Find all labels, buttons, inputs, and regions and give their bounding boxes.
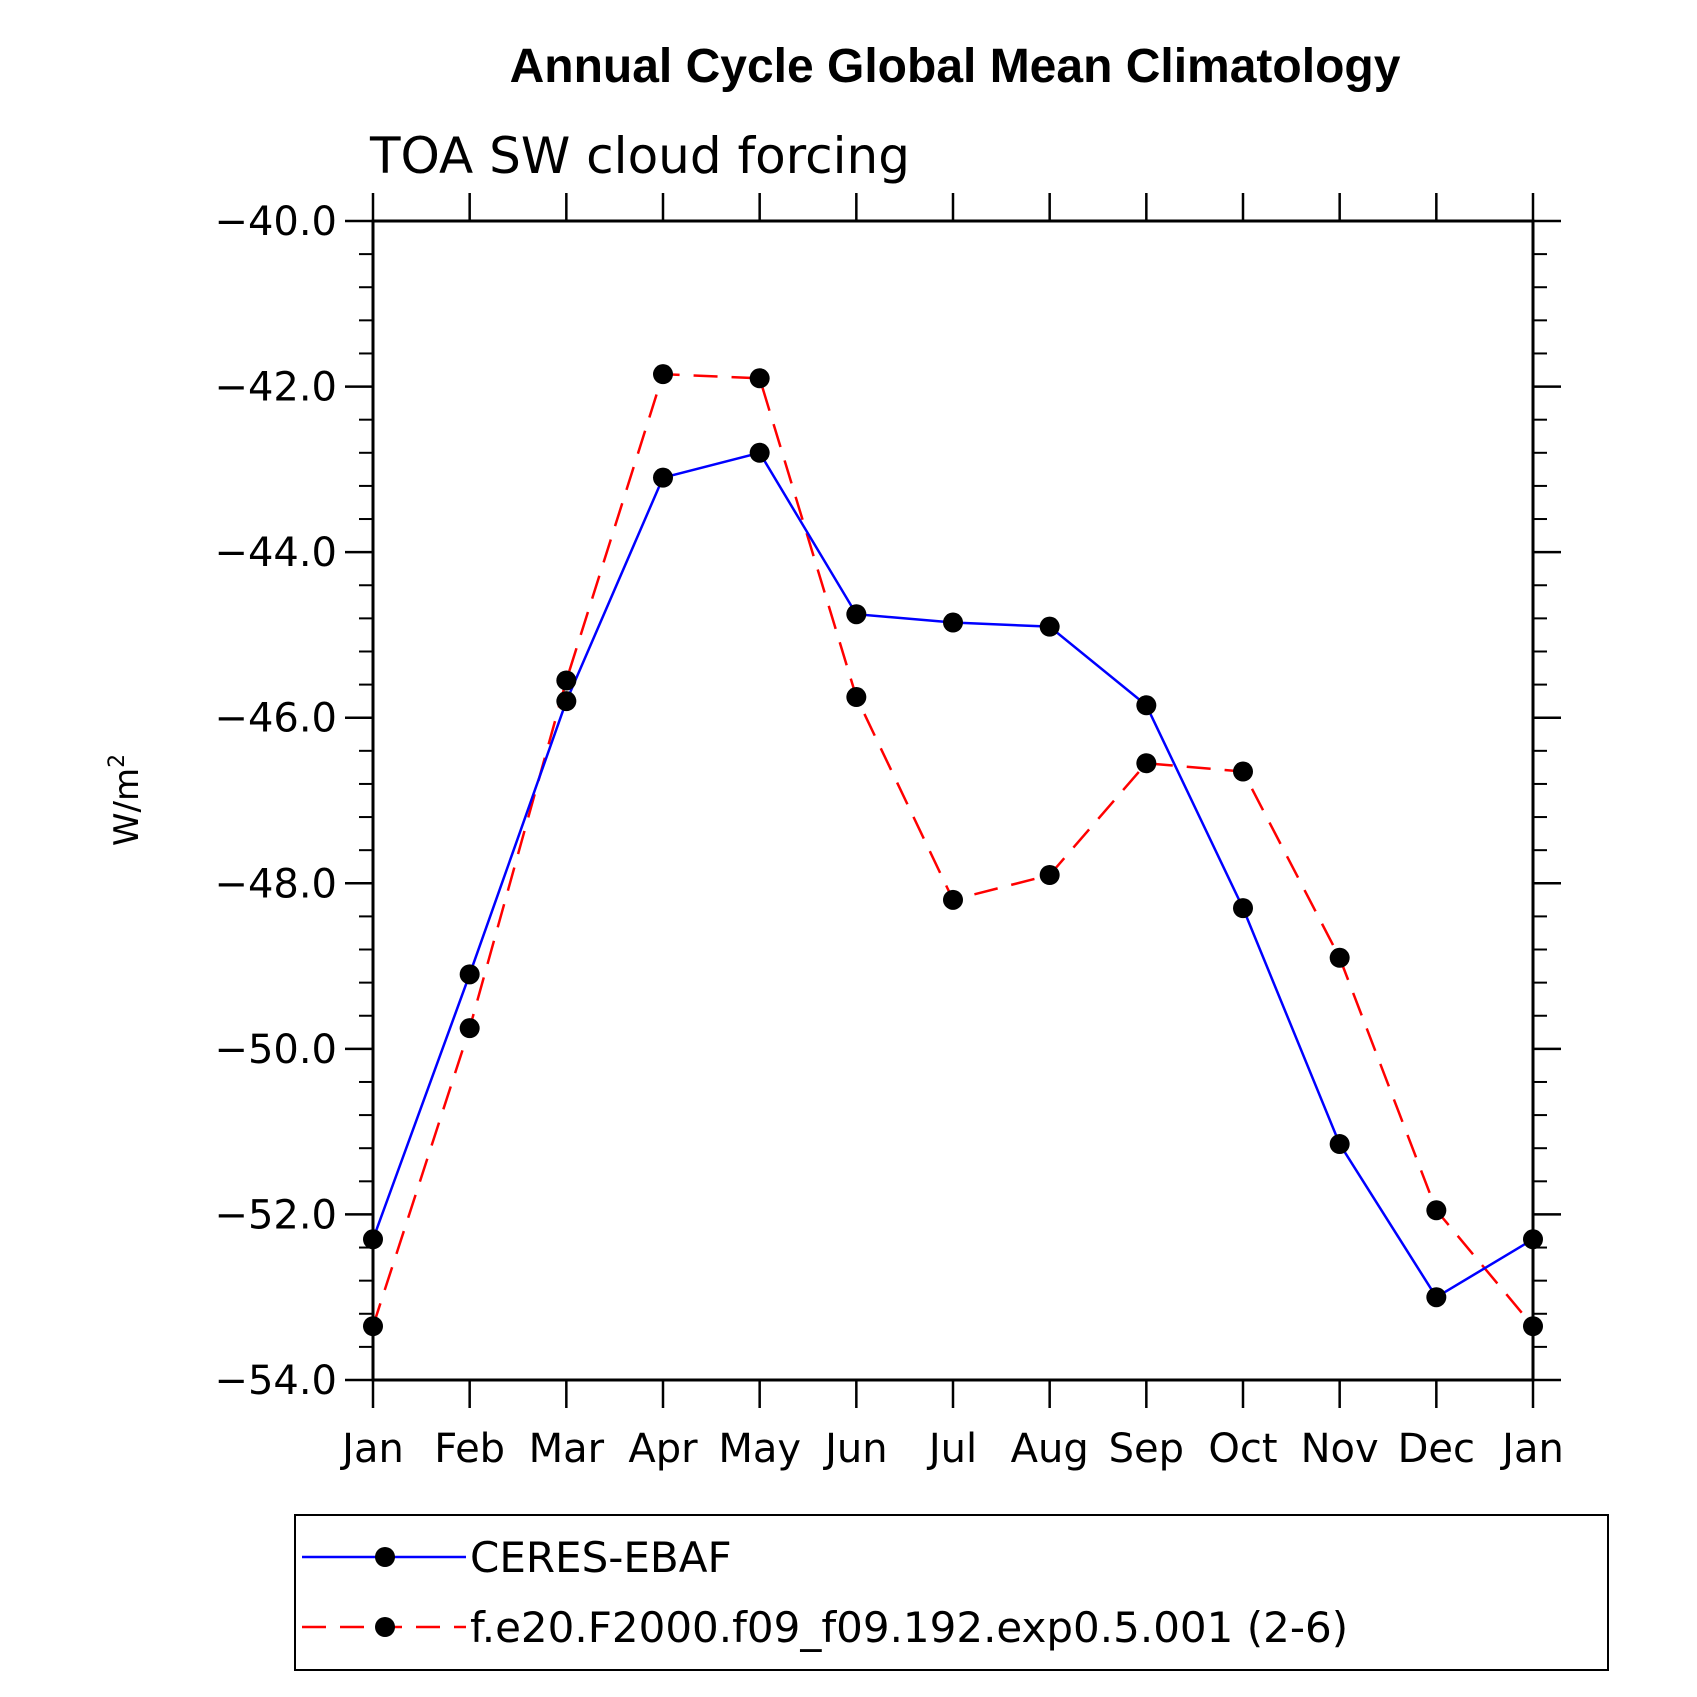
series-0-point [363, 1229, 383, 1250]
y-axis-label-superscript: 2 [105, 754, 130, 768]
series-0-point [1039, 616, 1060, 637]
series-line-0 [371, 451, 1534, 1299]
x-tick-label: May [718, 1426, 801, 1472]
series-1-point [1523, 1316, 1543, 1337]
series-0-point [459, 964, 480, 985]
series-line-1 [371, 372, 1534, 1327]
series-1-point [363, 1316, 383, 1337]
series-0-point [1136, 695, 1157, 716]
x-tick-label: Apr [628, 1426, 698, 1472]
x-tick-label: Jan [1499, 1426, 1564, 1472]
x-tick-label: Mar [529, 1426, 605, 1472]
legend-label-model: f.e20.F2000.f09_f09.192.exp0.5.001 (2-6) [470, 1603, 1348, 1652]
series-0-point [1329, 1134, 1350, 1155]
legend-box [294, 1514, 1609, 1671]
y-tick-label: −44.0 [214, 530, 337, 576]
series-0-point [1523, 1229, 1543, 1250]
legend-marker-ceres [375, 1547, 395, 1567]
y-axis-label: W/m2 [105, 754, 147, 846]
chart-subtitle: TOA SW cloud forcing [369, 127, 910, 185]
series-0-point [1233, 898, 1253, 919]
series-0-point [653, 467, 673, 488]
series-0-point [846, 604, 867, 625]
y-tick-label: −52.0 [214, 1192, 337, 1238]
legend-marker-model [375, 1617, 395, 1637]
series-1-point [1329, 947, 1350, 968]
y-axis-label-text: W/m [107, 768, 147, 846]
x-tick-labels: Jan Feb Mar Apr May Jun Jul Aug Sep Oct Nov Dec Jan [339, 1426, 1564, 1472]
x-tick-label: Feb [434, 1426, 505, 1472]
y-tick-label: −42.0 [214, 365, 337, 411]
x-tick-label: Jul [926, 1426, 977, 1472]
legend: CERES-EBAF f.e20.F2000.f09_f09.192.exp0.… [294, 1514, 1609, 1671]
series-1-point [749, 368, 770, 389]
svg-text:W/m2: W/m2 [105, 754, 147, 846]
series-layer [363, 364, 1543, 1337]
x-tick-label: Jan [339, 1426, 404, 1472]
series-1-point [1426, 1200, 1447, 1221]
x-tick-label: Sep [1109, 1426, 1184, 1472]
series-1-point [1136, 753, 1157, 774]
series-1-point [653, 364, 673, 385]
x-tick-label: Aug [1011, 1426, 1089, 1472]
y-tick-labels: −40.0 −42.0 −44.0 −46.0 −48.0 −50.0 −52.0 −54.0 [214, 199, 337, 1404]
x-tick-label: Dec [1398, 1426, 1475, 1472]
series-1-point [943, 889, 963, 910]
x-tick-label: Oct [1208, 1426, 1277, 1472]
x-tick-label: Jun [822, 1426, 888, 1472]
series-1-point [556, 670, 577, 691]
y-tick-label: −46.0 [214, 696, 337, 742]
series-1-point [459, 1018, 480, 1039]
y-tick-label: −40.0 [214, 199, 337, 245]
y-tick-label: −50.0 [214, 1027, 337, 1073]
series-0-point [749, 442, 770, 463]
series-0-point [943, 612, 963, 633]
series-1-point [1233, 761, 1253, 782]
series-0-point [556, 691, 577, 712]
plot-frame [371, 219, 1535, 1382]
legend-label-ceres: CERES-EBAF [470, 1533, 732, 1582]
y-tick-label: −48.0 [214, 861, 337, 907]
x-tick-label: Nov [1301, 1426, 1379, 1472]
series-1-point [1039, 865, 1060, 886]
series-1-point [846, 687, 867, 708]
axis-ticks [345, 193, 1561, 1408]
series-0-point [1426, 1287, 1447, 1308]
y-tick-label: −54.0 [214, 1358, 337, 1404]
chart-title: Annual Cycle Global Mean Climatology [510, 40, 1401, 93]
